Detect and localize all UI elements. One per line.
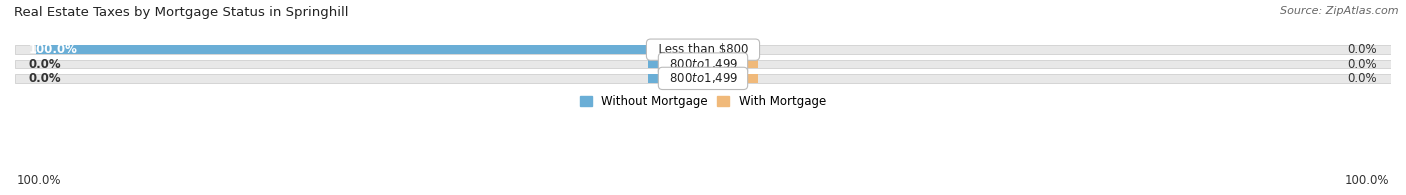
Text: 0.0%: 0.0%	[1347, 72, 1378, 85]
Bar	[648, 60, 703, 68]
Text: 0.0%: 0.0%	[28, 72, 62, 85]
Text: Real Estate Taxes by Mortgage Status in Springhill: Real Estate Taxes by Mortgage Status in …	[14, 6, 349, 19]
Bar	[15, 45, 1391, 54]
Text: Source: ZipAtlas.com: Source: ZipAtlas.com	[1281, 6, 1399, 16]
Text: 100.0%: 100.0%	[28, 43, 77, 56]
Legend: Without Mortgage, With Mortgage: Without Mortgage, With Mortgage	[581, 95, 825, 108]
Text: $800 to $1,499: $800 to $1,499	[662, 71, 744, 85]
Text: 0.0%: 0.0%	[1347, 43, 1378, 56]
Bar	[35, 45, 703, 54]
Bar	[15, 60, 1391, 68]
Text: 0.0%: 0.0%	[28, 58, 62, 71]
Text: 0.0%: 0.0%	[1347, 58, 1378, 71]
Text: $800 to $1,499: $800 to $1,499	[662, 57, 744, 71]
Bar	[703, 74, 758, 83]
Bar	[703, 60, 758, 68]
Text: 100.0%: 100.0%	[17, 174, 62, 187]
Text: 100.0%: 100.0%	[1344, 174, 1389, 187]
Bar	[703, 45, 758, 54]
Text: Less than $800: Less than $800	[651, 43, 755, 56]
Bar	[648, 74, 703, 83]
Bar	[15, 74, 1391, 83]
